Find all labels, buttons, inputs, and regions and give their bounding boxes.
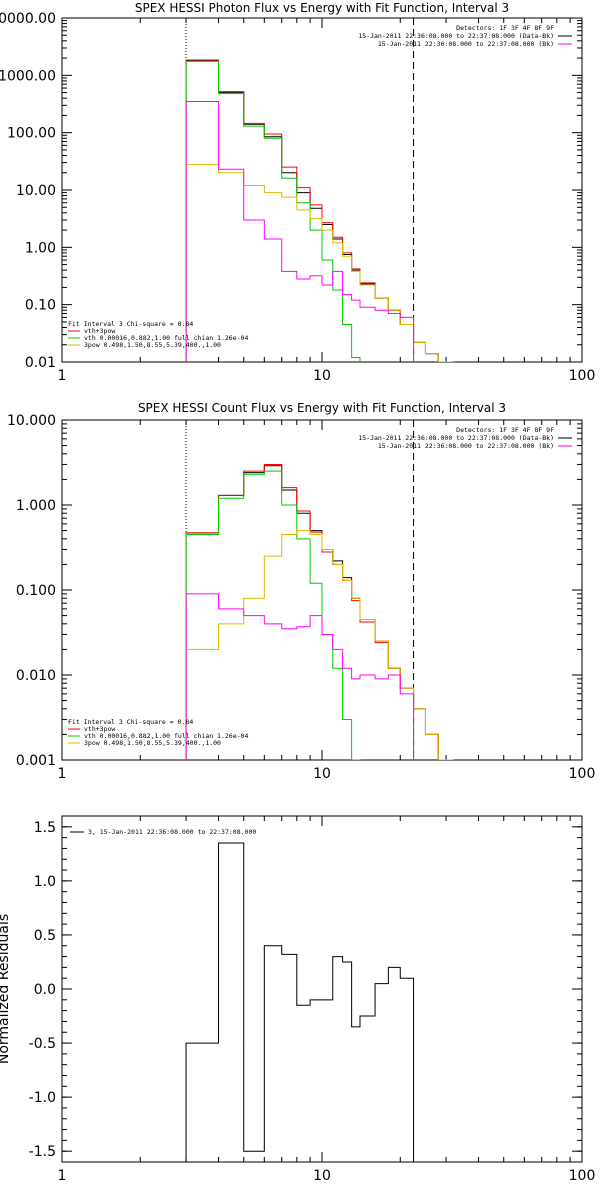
legend-entry: Fit Interval 3 Chi-square = 0.84 xyxy=(68,718,193,726)
y-tick-label: 1.0 xyxy=(34,874,56,890)
legend-entry: vth+3pow xyxy=(84,725,115,733)
y-tick-label: 100.00 xyxy=(7,126,56,142)
y-tick-label: 0.001 xyxy=(16,753,56,769)
y-axis-label: Normalized Residuals xyxy=(0,914,12,1064)
y-tick-label: 0.010 xyxy=(16,668,56,684)
plot-frame xyxy=(61,17,583,363)
series-vth xyxy=(185,60,454,362)
x-tick-label: 1 xyxy=(58,1168,67,1184)
series-bk xyxy=(185,593,454,760)
chart-title: SPEX HESSI Photon Flux vs Energy with Fi… xyxy=(135,1,509,15)
y-tick-label: 0.10 xyxy=(25,298,56,314)
info-text: Detectors: 1F 3F 4F 8F 9F xyxy=(456,24,554,32)
plot-area xyxy=(185,18,454,362)
x-tick-label: 1 xyxy=(58,368,67,384)
y-tick-label: 1.5 xyxy=(34,820,56,836)
y-tick-label: 0.01 xyxy=(25,355,56,371)
legend-entry: 3pow 0.498,1.50,8.55,5.39,400.,1.00 xyxy=(84,739,221,747)
plot-area xyxy=(185,842,415,1162)
plot-frame xyxy=(61,815,583,1163)
legend-entry: 3pow 0.498,1.50,8.55,5.39,400.,1.00 xyxy=(84,341,221,349)
x-tick-label: 100 xyxy=(569,368,596,384)
y-tick-label: 0.5 xyxy=(34,928,56,944)
y-tick-label: -0.5 xyxy=(29,1036,56,1052)
y-tick-label: 0.0 xyxy=(34,982,56,998)
info-text: Detectors: 1F 3F 4F 8F 9F xyxy=(456,426,554,434)
series-bk xyxy=(185,100,454,362)
x-tick-label: 100 xyxy=(569,766,596,782)
plot-area xyxy=(185,420,454,760)
y-tick-label: 10.000 xyxy=(7,413,56,429)
x-tick-label: 10 xyxy=(313,766,331,782)
info-text: 15-Jan-2011 22:36:08.000 to 22:37:08.000… xyxy=(358,32,554,40)
legend-entry: vth+3pow xyxy=(84,327,115,335)
residuals-panel: Normalized Residuals 1 10 100 -1.5 -1.0 -0.5 0.… xyxy=(0,815,596,1184)
y-tick-label: 1.00 xyxy=(25,240,56,256)
legend-entry: 3, 15-Jan-2011 22:36:08.000 to 22:37:08.… xyxy=(88,828,256,836)
y-tick-label: 0000.00 xyxy=(0,11,56,27)
photon-flux-panel: SPEX HESSI Photon Flux vs Energy with Fi… xyxy=(0,1,595,384)
chart-title: SPEX HESSI Count Flux vs Energy with Fit… xyxy=(138,401,506,415)
x-tick-label: 1 xyxy=(58,766,67,782)
x-tick-label: 10 xyxy=(313,1168,331,1184)
y-tick-label: 1000.00 xyxy=(0,68,56,84)
series-resid xyxy=(185,842,415,1162)
info-text: 15-Jan-2011 22:36:08.000 to 22:37:08.000… xyxy=(378,442,554,450)
y-tick-label: 10.00 xyxy=(16,183,56,199)
count-flux-panel: SPEX HESSI Count Flux vs Energy with Fit… xyxy=(7,401,596,782)
legend-entry: vth 0.00016,0.882,1.00 full chian 1.26e-… xyxy=(84,732,248,740)
legend-entry: vth 0.00016,0.882,1.00 full chian 1.26e-… xyxy=(84,334,248,342)
x-tick-label: 10 xyxy=(313,368,331,384)
x-tick-label: 100 xyxy=(569,1168,596,1184)
y-tick-label: 1.000 xyxy=(16,498,56,514)
legend-entry: Fit Interval 3 Chi-square = 0.84 xyxy=(68,320,193,328)
info-text: 15-Jan-2011 22:36:08.000 to 22:37:08.000… xyxy=(378,40,554,48)
y-tick-label: 0.100 xyxy=(16,583,56,599)
y-tick-label: -1.0 xyxy=(29,1090,56,1106)
y-tick-label: -1.5 xyxy=(29,1144,56,1160)
info-text: 15-Jan-2011 22:36:08.000 to 22:37:08.000… xyxy=(358,434,554,442)
series-3pow xyxy=(185,530,454,760)
